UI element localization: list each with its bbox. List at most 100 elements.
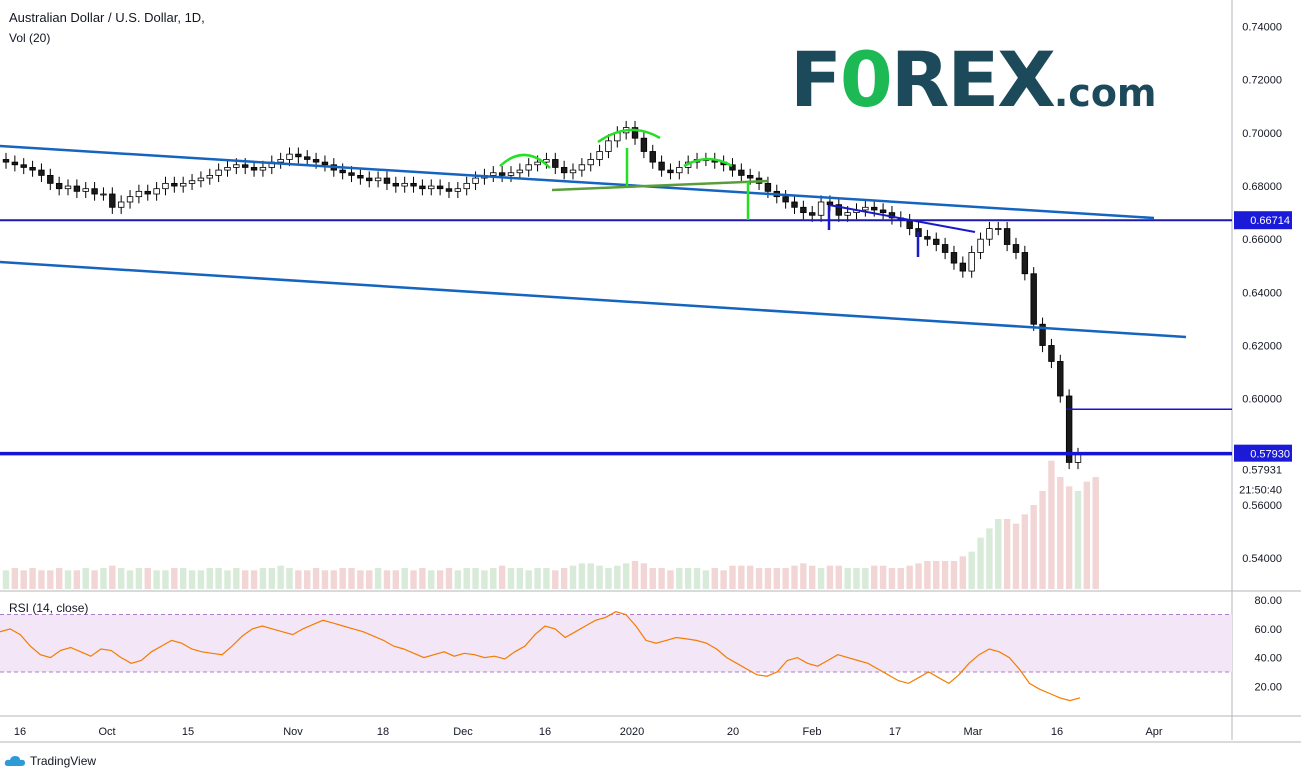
volume-bar — [419, 568, 426, 589]
volume-bar — [826, 565, 834, 589]
candle-body — [977, 238, 984, 253]
volume-bar — [702, 570, 710, 589]
volume-bar — [259, 568, 267, 589]
candle-body — [392, 182, 400, 187]
volume-bar — [188, 570, 196, 589]
volume-bar — [100, 568, 107, 589]
forex-logo: F0REX.com — [790, 35, 1157, 124]
volume-bar — [117, 568, 125, 589]
volume-bar — [410, 570, 417, 589]
price-tick-label: 0.66000 — [1242, 234, 1282, 246]
volume-bar — [658, 568, 665, 589]
volume-bar — [73, 570, 81, 589]
countdown-label: 21:50:40 — [1239, 485, 1282, 497]
candle-body — [436, 185, 444, 190]
volume-bar — [321, 570, 329, 589]
candle-body — [153, 188, 160, 195]
volume-bar — [179, 568, 187, 589]
rsi-tick-label: 80.00 — [1254, 595, 1282, 607]
candle-body — [1057, 361, 1064, 397]
volume-bar — [436, 570, 444, 589]
volume-bar — [144, 568, 151, 589]
volume-bar — [738, 565, 745, 589]
candle-body — [605, 140, 612, 152]
time-tick-label: Mar — [964, 726, 983, 738]
candle-body — [871, 206, 878, 211]
volume-bar — [55, 568, 63, 589]
volume-bar — [224, 570, 231, 589]
price-tick-label: 0.54000 — [1242, 553, 1282, 565]
candle-body — [250, 167, 258, 171]
tradingview-brand[interactable]: TradingView — [4, 754, 96, 768]
volume-bar — [490, 568, 497, 589]
time-tick-label: 15 — [182, 726, 194, 738]
channel-lower-line — [0, 260, 1187, 339]
volume-bar — [622, 563, 630, 589]
volume-bar — [383, 570, 391, 589]
volume-bar — [543, 568, 550, 589]
volume-bar — [596, 565, 603, 589]
volume-bar — [605, 568, 612, 589]
candle-body — [171, 182, 178, 187]
candle-body — [109, 193, 116, 208]
volume-bar — [924, 561, 931, 589]
countdown-label-bg — [1234, 481, 1292, 498]
candle-body — [640, 137, 648, 152]
volume-bar — [995, 519, 1002, 589]
volume-bar — [552, 570, 559, 589]
volume-bar — [1039, 491, 1046, 589]
volume-bar — [1012, 523, 1020, 589]
volume-bar — [312, 568, 320, 589]
volume-bar — [454, 570, 462, 589]
time-tick-label: Dec — [453, 726, 473, 738]
volume-bar — [197, 570, 205, 589]
right-shoulder-arc — [683, 157, 733, 168]
volume-bar — [684, 568, 692, 589]
candle-body — [463, 182, 470, 190]
candle-body — [206, 175, 213, 179]
candle-body — [968, 252, 975, 272]
candle-body — [631, 127, 639, 139]
volume-bar — [1092, 477, 1099, 589]
rsi-tick-label: 40.00 — [1254, 653, 1282, 665]
candle-body — [100, 193, 107, 196]
candle-body — [126, 196, 134, 203]
volume-label: Vol (20) — [9, 31, 51, 45]
volume-bar — [47, 570, 54, 589]
volume-bar — [809, 565, 816, 589]
volume-bar — [498, 565, 506, 589]
volume-bar — [782, 568, 789, 589]
volume-bar — [1030, 505, 1037, 589]
volume-bar — [357, 570, 364, 589]
candle-body — [472, 177, 479, 184]
candle-body — [1074, 454, 1082, 463]
candle-body — [233, 164, 240, 168]
time-tick-label: Oct — [98, 726, 115, 738]
volume-bar — [631, 561, 639, 589]
time-tick-label: 18 — [377, 726, 389, 738]
candle-body — [197, 177, 205, 182]
rsi-tick-label: 20.00 — [1254, 681, 1282, 693]
candle-body — [357, 175, 364, 179]
candle-body — [658, 161, 665, 171]
volume-bar — [534, 568, 541, 589]
candle-body — [507, 172, 515, 176]
volume-bar — [428, 570, 435, 589]
volume-bar — [286, 568, 293, 589]
volume-bar — [250, 570, 258, 589]
volume-bar — [906, 565, 913, 589]
candle-body — [224, 167, 231, 171]
candle-body — [73, 185, 81, 192]
volume-bar — [950, 561, 958, 589]
volume-bar — [720, 570, 727, 589]
volume-bar — [277, 565, 284, 589]
volume-bar — [1003, 519, 1011, 589]
candle-body — [419, 185, 426, 190]
candle-body — [295, 153, 302, 158]
candle-body — [374, 177, 382, 182]
candle-body — [534, 161, 541, 166]
candle-body — [1012, 244, 1020, 253]
volume-bar — [764, 568, 772, 589]
candle-body — [188, 180, 196, 184]
price-label-57930: 0.57930 — [1250, 449, 1290, 461]
